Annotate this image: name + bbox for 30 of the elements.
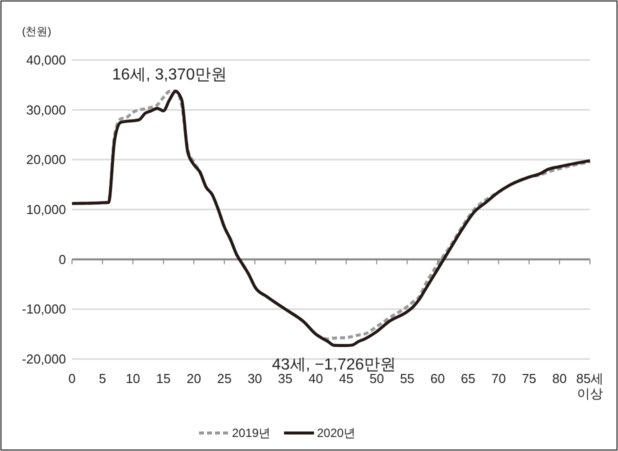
y-tick-label: 40,000 (26, 52, 66, 68)
x-tick-label: 80 (552, 371, 567, 386)
legend-label: 2020년 (317, 426, 356, 440)
x-tick-label: 45 (339, 371, 354, 386)
x-tick-label: 85세 이상 (576, 371, 604, 401)
y-tick-label: -10,000 (22, 302, 66, 317)
x-tick-label: 30 (248, 371, 262, 386)
x-tick-label: 60 (430, 371, 445, 386)
y-tick-label: 0 (58, 252, 66, 267)
x-tick-label: 55 (400, 371, 414, 386)
x-tick-label: 70 (491, 371, 506, 386)
y-axis-title: (천원) (22, 26, 52, 38)
x-tick-label: 25 (217, 371, 232, 386)
x-tick-label: 50 (369, 371, 384, 386)
legend-label: 2019년 (232, 426, 271, 440)
x-tick-label: 0 (68, 371, 76, 386)
y-tick-label: 20,000 (26, 152, 66, 168)
x-tick-label: 40 (308, 371, 323, 386)
y-tick-label: -20,000 (22, 352, 66, 367)
x-tick-label: 20 (186, 371, 202, 386)
x-tick-label: 75 (522, 371, 536, 386)
y-tick-label: 30,000 (26, 102, 66, 118)
x-tick-label: 15 (156, 371, 171, 386)
x-tick-label: 10 (126, 371, 140, 386)
annotation: 43세, −1,726만원 (272, 356, 396, 374)
x-tick-label: 5 (98, 371, 106, 386)
x-tick-label: 65 (460, 371, 476, 386)
x-tick-label: 35 (278, 371, 293, 386)
annotation: 16세, 3,370만원 (112, 66, 227, 84)
y-tick-label: 10,000 (26, 202, 66, 218)
